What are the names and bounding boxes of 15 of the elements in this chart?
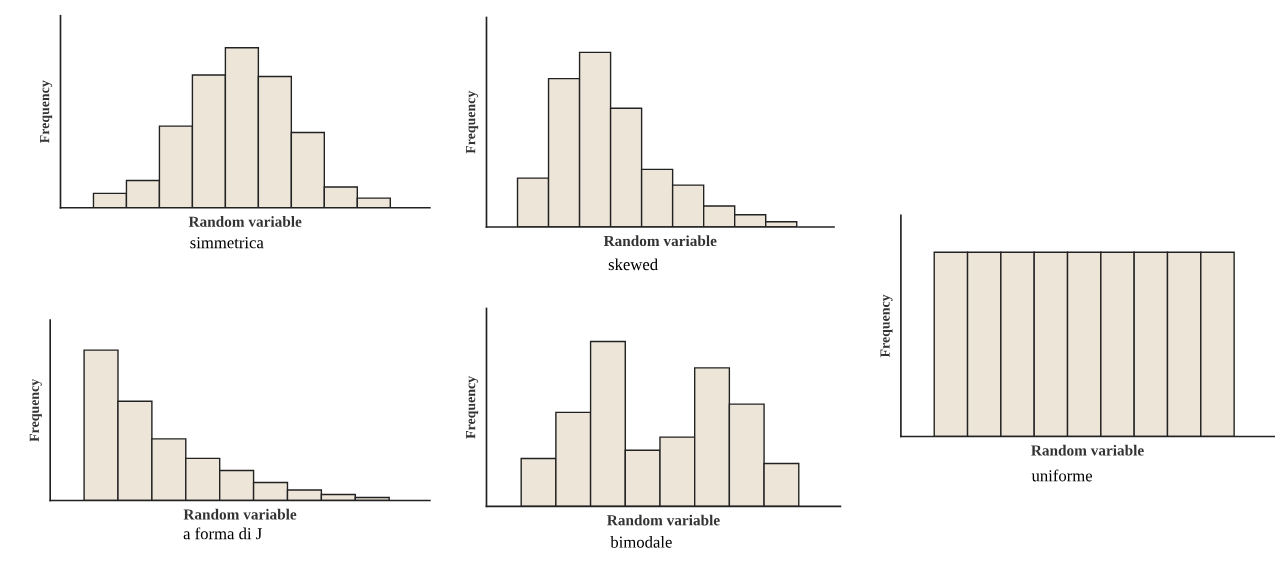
text: uniforme [1031,469,1093,482]
x-axis-title: Random variable [183,508,297,520]
y-axis-title: Frequency [466,376,479,439]
y-axis-title: Frequency [29,378,42,442]
y-axis-title: Frequency [880,294,893,358]
x-axis-title: Random variable [607,514,720,526]
text: simmetrica [190,237,264,249]
y-axis-title: Frequency [40,80,53,144]
y-axis-title: Frequency [466,90,479,154]
x-axis-title: Random variable [603,235,717,247]
text: bimodale [610,536,672,548]
x-axis-title: Random variable [1031,444,1144,456]
x-axis-title: Random variable [188,216,302,227]
text: skewed [608,258,658,271]
text: a forma di J [183,527,262,540]
